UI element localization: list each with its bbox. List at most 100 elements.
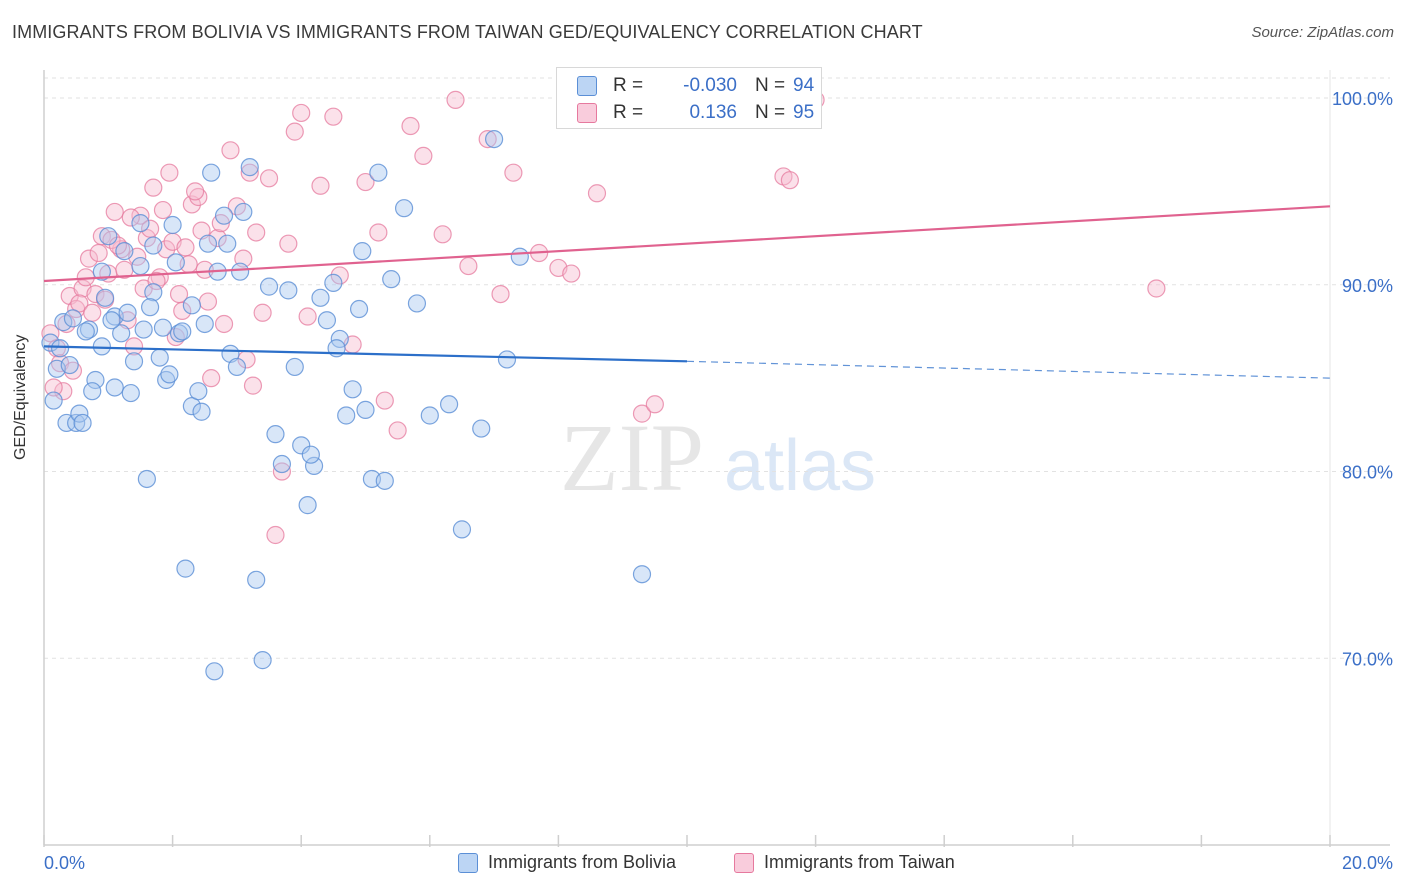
taiwan-point <box>121 208 140 227</box>
bolivia-point <box>92 337 111 356</box>
taiwan-point <box>54 382 73 401</box>
bolivia-point <box>472 419 491 438</box>
bolivia-point <box>121 383 140 403</box>
taiwan-point <box>298 307 317 326</box>
watermark-zip: ZIP <box>560 404 704 511</box>
taiwan-point <box>79 249 99 268</box>
bolivia-point <box>337 406 356 425</box>
legend-item-bolivia[interactable]: Immigrants from Bolivia <box>458 852 676 873</box>
taiwan-point <box>279 234 298 253</box>
bolivia-point <box>137 469 156 489</box>
taiwan-trend-line <box>43 205 1331 283</box>
axes <box>43 70 1390 847</box>
bolivia-point <box>144 283 163 302</box>
bolivia-point <box>439 395 459 414</box>
bolivia-point <box>76 322 95 341</box>
bolivia-point <box>86 370 105 390</box>
taiwan-point <box>83 303 102 322</box>
taiwan-point <box>645 395 664 414</box>
taiwan-point <box>259 169 279 188</box>
legend-item-taiwan[interactable]: Immigrants from Taiwan <box>734 852 955 873</box>
bolivia-point <box>195 314 214 334</box>
chart-title: IMMIGRANTS FROM BOLIVIA VS IMMIGRANTS FR… <box>12 22 923 42</box>
bolivia-points <box>41 129 652 681</box>
bolivia-trend-line <box>43 345 688 363</box>
bolivia-point <box>214 206 234 225</box>
stat-r-value: 0.136 <box>689 102 737 123</box>
taiwan-point <box>147 271 166 291</box>
bolivia-point <box>304 456 324 476</box>
taiwan-point <box>324 107 343 126</box>
taiwan-point <box>186 182 205 201</box>
bolivia-point <box>182 397 201 416</box>
x-tick-label: 20.0% <box>1342 853 1393 873</box>
bolivia-point <box>510 247 529 266</box>
bolivia-point <box>73 413 92 433</box>
taiwan-point <box>433 225 452 244</box>
bolivia-point <box>105 378 124 397</box>
bolivia-point <box>247 570 266 589</box>
bolivia-point <box>240 158 259 177</box>
taiwan-point <box>491 284 510 304</box>
bolivia-point <box>205 662 224 681</box>
bolivia-point <box>182 296 201 315</box>
bolivia-point <box>324 273 343 292</box>
bolivia-point <box>192 402 211 421</box>
taiwan-point <box>1147 279 1166 298</box>
bolivia-point <box>292 436 311 455</box>
taiwan-point <box>153 200 173 220</box>
bolivia-point <box>343 380 362 399</box>
taiwan-point <box>240 163 259 182</box>
bolivia-point <box>50 339 70 358</box>
taiwan-point <box>198 292 218 311</box>
taiwan-point <box>176 238 195 257</box>
bolivia-point <box>176 559 195 578</box>
bolivia-point <box>382 270 401 289</box>
bolivia-point <box>83 382 102 401</box>
bolivia-point <box>112 324 131 343</box>
legend-label-taiwan: Immigrants from Taiwan <box>764 852 955 872</box>
bolivia-point <box>394 199 414 218</box>
bolivia-point <box>163 215 182 235</box>
taiwan-point <box>41 324 60 343</box>
bolivia-point <box>124 352 144 371</box>
tick-labels: 70.0% 80.0% 90.0% 100.0% 0.0% 20.0% <box>44 89 1393 873</box>
bolivia-point <box>57 413 76 433</box>
bolivia-point <box>157 370 176 390</box>
bolivia-legend-swatch <box>458 852 478 873</box>
bolivia-point <box>189 382 208 401</box>
bolivia-point <box>115 242 134 261</box>
taiwan-point <box>70 294 89 313</box>
bolivia-point <box>227 357 246 377</box>
bolivia-point <box>102 311 121 330</box>
trend-lines <box>43 205 1331 379</box>
bolivia-point <box>234 202 253 222</box>
bolivia-point <box>632 565 652 584</box>
bolivia-trend-extension <box>686 360 1331 379</box>
taiwan-point <box>124 337 144 356</box>
stat-r-label: R = <box>613 102 644 123</box>
bolivia-point <box>169 324 189 343</box>
y-tick-label: 80.0% <box>1342 463 1393 483</box>
taiwan-point <box>504 163 523 182</box>
taiwan-point <box>202 369 221 388</box>
y-tick-label: 100.0% <box>1332 89 1393 109</box>
bolivia-point <box>349 299 369 319</box>
bolivia-point <box>44 391 63 410</box>
bolivia-point <box>311 288 330 307</box>
taiwan-point <box>375 391 394 410</box>
taiwan-point <box>632 404 652 423</box>
bolivia-point <box>259 277 279 296</box>
taiwan-point <box>587 184 607 203</box>
bolivia-point <box>140 298 160 317</box>
taiwan-point <box>459 256 478 276</box>
stat-n-label: N = <box>755 102 786 123</box>
taiwan-point <box>388 421 407 440</box>
taiwan-point <box>272 462 292 481</box>
bolivia-point <box>131 214 150 233</box>
bolivia-point <box>301 445 320 464</box>
bolivia-point <box>92 262 111 281</box>
taiwan-point <box>446 90 465 109</box>
taiwan-point <box>189 187 208 207</box>
stats-row-taiwan: R = 0.136 N = 95 <box>577 101 814 125</box>
